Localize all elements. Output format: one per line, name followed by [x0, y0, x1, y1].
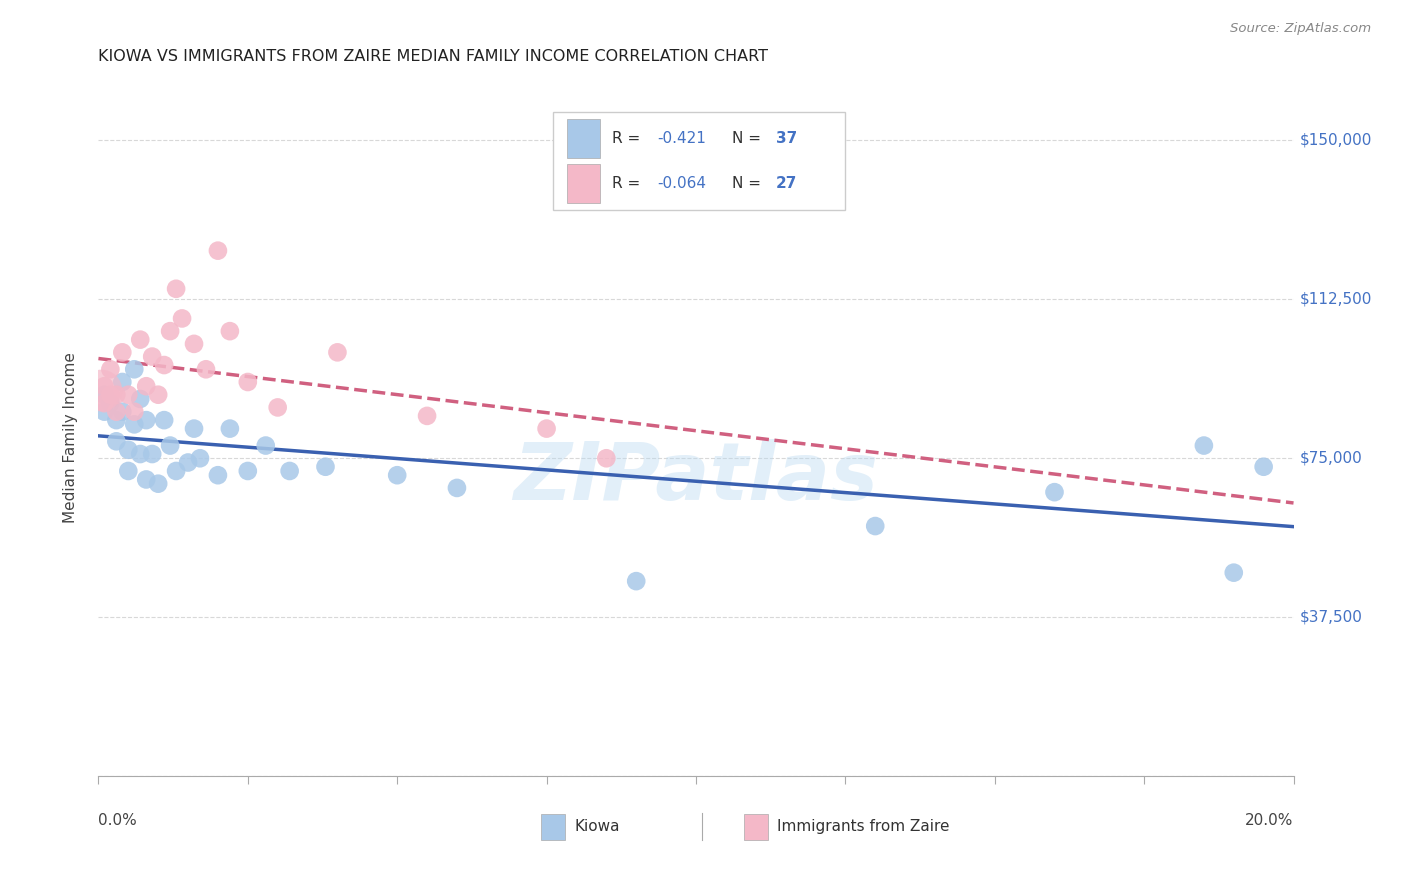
Point [183, 336, 205, 351]
Text: N =: N = [733, 176, 766, 191]
Point [90, 384, 112, 398]
Point [98, 362, 122, 376]
Point [626, 574, 648, 589]
Point [236, 464, 259, 478]
Point [315, 459, 337, 474]
Text: 0.0%: 0.0% [98, 814, 138, 829]
Point [219, 324, 242, 338]
Text: $150,000: $150,000 [1299, 133, 1372, 148]
Point [124, 417, 146, 432]
Point [177, 455, 200, 469]
Point [105, 413, 128, 427]
Point [124, 405, 146, 419]
Point [326, 345, 349, 359]
Point [267, 401, 290, 415]
Point [98, 396, 122, 410]
Point [595, 451, 617, 466]
Point [865, 519, 887, 533]
Text: $75,000: $75,000 [1299, 450, 1362, 466]
Point [153, 413, 176, 427]
Point [105, 405, 128, 419]
Text: 27: 27 [776, 176, 797, 191]
Point [219, 422, 242, 436]
Text: ZIPatlas: ZIPatlas [513, 439, 879, 516]
Point [1043, 485, 1066, 500]
Point [165, 282, 187, 296]
Point [111, 375, 134, 389]
Text: R =: R = [613, 176, 645, 191]
Point [141, 350, 163, 364]
Text: -0.064: -0.064 [658, 176, 707, 191]
Text: N =: N = [733, 131, 766, 145]
Point [117, 442, 139, 457]
Text: -0.421: -0.421 [658, 131, 707, 145]
Point [98, 387, 122, 401]
Point [207, 244, 229, 258]
FancyBboxPatch shape [553, 112, 845, 210]
Point [124, 362, 146, 376]
Point [153, 358, 176, 372]
Point [93, 387, 115, 401]
Point [111, 405, 134, 419]
Point [117, 387, 139, 401]
Point [129, 333, 152, 347]
Point [536, 422, 558, 436]
Point [148, 476, 170, 491]
FancyBboxPatch shape [567, 119, 600, 158]
Text: Kiowa: Kiowa [574, 820, 620, 834]
Point [195, 362, 218, 376]
FancyBboxPatch shape [567, 164, 600, 203]
Point [135, 472, 157, 486]
Text: Immigrants from Zaire: Immigrants from Zaire [778, 820, 949, 834]
Point [1192, 438, 1215, 452]
Point [165, 464, 187, 478]
Text: 20.0%: 20.0% [1246, 814, 1294, 829]
Point [385, 468, 409, 483]
Point [117, 464, 139, 478]
Point [159, 438, 181, 452]
Point [1253, 459, 1275, 474]
Point [105, 387, 128, 401]
Point [159, 324, 181, 338]
Point [172, 311, 194, 326]
Point [93, 396, 115, 410]
Point [111, 345, 134, 359]
Point [207, 468, 229, 483]
Text: KIOWA VS IMMIGRANTS FROM ZAIRE MEDIAN FAMILY INCOME CORRELATION CHART: KIOWA VS IMMIGRANTS FROM ZAIRE MEDIAN FA… [98, 49, 769, 64]
Point [135, 413, 157, 427]
Text: $112,500: $112,500 [1299, 292, 1372, 307]
Point [1223, 566, 1246, 580]
Point [416, 409, 439, 423]
Text: 37: 37 [776, 131, 797, 145]
Point [148, 387, 170, 401]
Point [446, 481, 468, 495]
Text: Source: ZipAtlas.com: Source: ZipAtlas.com [1230, 22, 1371, 36]
FancyBboxPatch shape [744, 814, 768, 839]
Text: R =: R = [613, 131, 645, 145]
Point [236, 375, 259, 389]
Point [93, 405, 115, 419]
Point [129, 447, 152, 461]
Point [188, 451, 211, 466]
Text: $37,500: $37,500 [1299, 609, 1362, 624]
Point [135, 379, 157, 393]
Point [141, 447, 163, 461]
Point [183, 422, 205, 436]
FancyBboxPatch shape [541, 814, 565, 839]
Y-axis label: Median Family Income: Median Family Income [63, 351, 77, 523]
Point [278, 464, 301, 478]
Point [129, 392, 152, 406]
Point [254, 438, 277, 452]
Point [105, 434, 128, 449]
Point [93, 379, 115, 393]
